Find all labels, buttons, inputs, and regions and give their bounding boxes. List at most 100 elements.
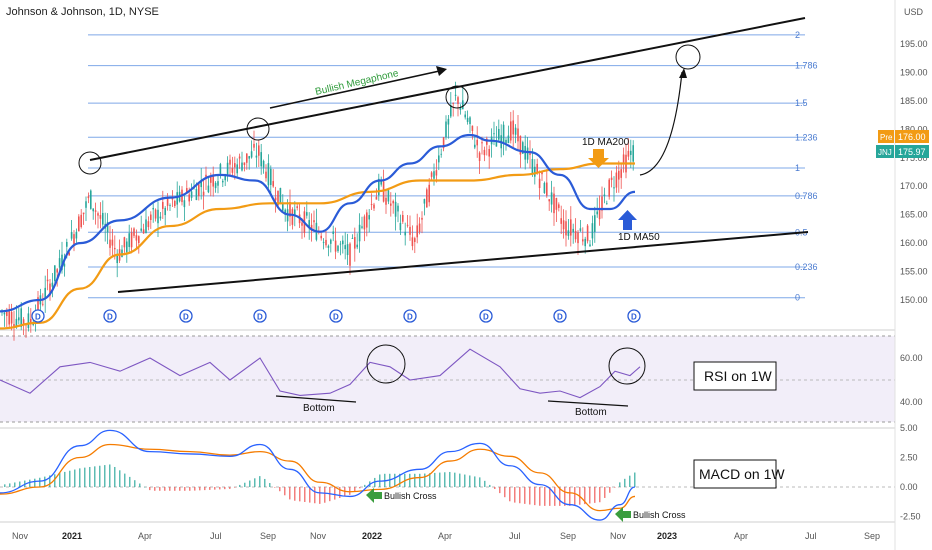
candle-body-60 [145,219,147,234]
candle-body-104 [250,151,253,158]
candle-body-171 [411,237,414,247]
candle-body-236 [567,230,570,236]
candle-body-88 [212,176,214,187]
candle-body-7 [18,317,20,321]
rsi-tick-0: 60.00 [900,353,923,363]
candle-body-24 [58,258,61,268]
macd-histogram-bar-47 [239,484,241,487]
candle-body-164 [394,201,397,217]
candle-body-150 [361,226,363,228]
candle-body-191 [459,107,462,110]
macd-histogram-bar-88 [444,472,446,487]
candle-body-231 [555,197,558,210]
candle-body-116 [279,187,282,204]
macd-histogram-bar-20 [104,465,106,487]
macd-histogram-bar-38 [194,487,196,491]
candle-body-196 [471,125,474,131]
time-tick-12: Apr [734,531,748,541]
fib-label-0: 2 [795,30,800,40]
candle-body-227 [546,182,548,196]
candle-body-19 [46,279,49,282]
candle-body-70 [169,205,171,206]
candle-body-66 [159,216,162,219]
candle-body-207 [498,128,500,140]
macd-histogram-bar-39 [199,487,201,491]
candle-body-53 [128,233,130,247]
candle-body-62 [150,214,152,220]
macd-histogram-bar-52 [264,478,266,487]
candle-body-96 [231,167,234,173]
candle-body-144 [346,244,349,256]
fib-label-1: 1.786 [795,61,818,71]
macd-histogram-bar-100 [504,487,506,498]
candle-body-41 [99,215,102,219]
candle-body-26 [63,263,66,267]
macd-histogram-bar-44 [224,487,226,490]
macd-histogram-bar-60 [304,487,306,502]
candle-body-246 [591,223,594,239]
candle-body-89 [214,182,217,189]
rsi-series [0,348,641,399]
candle-body-216 [519,135,522,155]
macd-histogram-bar-29 [149,487,151,491]
time-tick-9: Sep [560,531,576,541]
candle-body-23 [56,269,58,273]
dividend-marker-label-2: D [183,313,189,322]
dividend-marker-label-0: D [35,313,41,322]
candle-body-103 [248,156,250,159]
target-circle [675,44,701,70]
price-tick-7: 160.00 [900,238,928,248]
macd-histogram-bar-13 [69,470,71,487]
moving-averages [0,133,636,330]
candle-body-202 [486,138,488,145]
candle-body-143 [344,245,346,250]
candle-body-241 [579,228,582,231]
candle-body-259 [622,154,625,163]
candle-body-258 [620,169,622,178]
candle-body-30 [73,234,75,245]
candle-body-165 [397,205,399,212]
macd-histogram-bar-83 [419,473,421,487]
dividend-marker-label-8: D [631,313,637,322]
macd-histogram-bar-92 [464,474,466,487]
candle-body-122 [294,209,296,216]
candle-body-94 [226,162,229,175]
macd-histogram-bar-53 [269,483,271,487]
macd-histogram-bar-2 [14,482,16,487]
macd-histogram-bar-25 [129,476,131,487]
candle-body-166 [399,222,402,231]
candle-body-3 [8,311,10,325]
candle-body-79 [190,191,193,198]
candle-body-154 [370,204,373,205]
dividend-marker-label-1: D [107,313,113,322]
candle-body-263 [632,145,634,162]
macd-histogram-bar-96 [484,480,486,487]
candle-body-223 [536,163,538,174]
rsi-bottom-label-2: Bottom [575,407,607,418]
candle-body-92 [222,180,224,183]
candle-body-158 [380,179,382,185]
macd-histogram-bar-87 [439,472,441,487]
candle-body-182 [438,155,440,163]
dividend-marker-label-3: D [257,313,263,322]
price-tick-6: 165.00 [900,210,928,220]
candle-body-17 [42,303,44,305]
macd-histogram-bar-105 [529,487,531,505]
candle-body-29 [70,231,73,239]
candle-body-220 [529,153,531,155]
macd-histogram-bar-51 [259,476,261,487]
macd-histogram-bar-27 [139,483,141,487]
candle-body-244 [586,225,589,242]
candle-body-148 [356,244,358,248]
candle-body-180 [433,171,435,179]
macd-histogram-bar-57 [289,487,291,500]
rsi-bottom-label-1: Bottom [303,403,335,414]
macd-histogram-bar-43 [219,487,221,490]
candle-body-64 [154,209,157,219]
candle-body-262 [630,150,632,155]
dividend-marker-label-6: D [483,313,489,322]
macd-histogram-bar-33 [169,487,171,491]
candle-body-125 [301,222,303,226]
candle-body-211 [507,135,510,144]
